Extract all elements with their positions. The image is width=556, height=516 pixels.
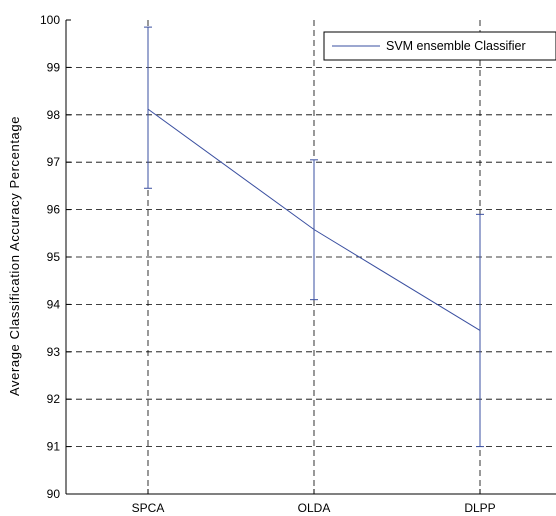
y-tick-label: 90 xyxy=(47,487,61,501)
y-tick-label: 96 xyxy=(47,203,61,217)
y-tick-label: 99 xyxy=(47,60,61,74)
axes xyxy=(65,19,556,495)
y-tick-label: 98 xyxy=(47,108,61,122)
y-tick-label: 95 xyxy=(47,250,61,264)
y-tick-label: 94 xyxy=(47,297,61,311)
legend-label: SVM ensemble Classifier xyxy=(386,39,526,53)
x-tick-label: DLPP xyxy=(464,501,495,515)
tick-labels: 90 91 92 93 94 95 96 97 98 99 100 SPCA OLDA DLPP xyxy=(40,13,496,515)
y-tick-label: 92 xyxy=(47,392,61,406)
y-tick-label: 100 xyxy=(40,13,60,27)
y-tick-label: 93 xyxy=(47,345,61,359)
y-tick-label: 91 xyxy=(47,440,61,454)
y-tick-label: 97 xyxy=(47,155,61,169)
x-tick-label: SPCA xyxy=(132,501,165,515)
legend: SVM ensemble Classifier xyxy=(323,31,556,61)
y-axis-label: Average Classification Accuracy Percenta… xyxy=(7,116,22,396)
data-marks xyxy=(144,26,484,448)
x-tick-label: OLDA xyxy=(298,501,331,515)
